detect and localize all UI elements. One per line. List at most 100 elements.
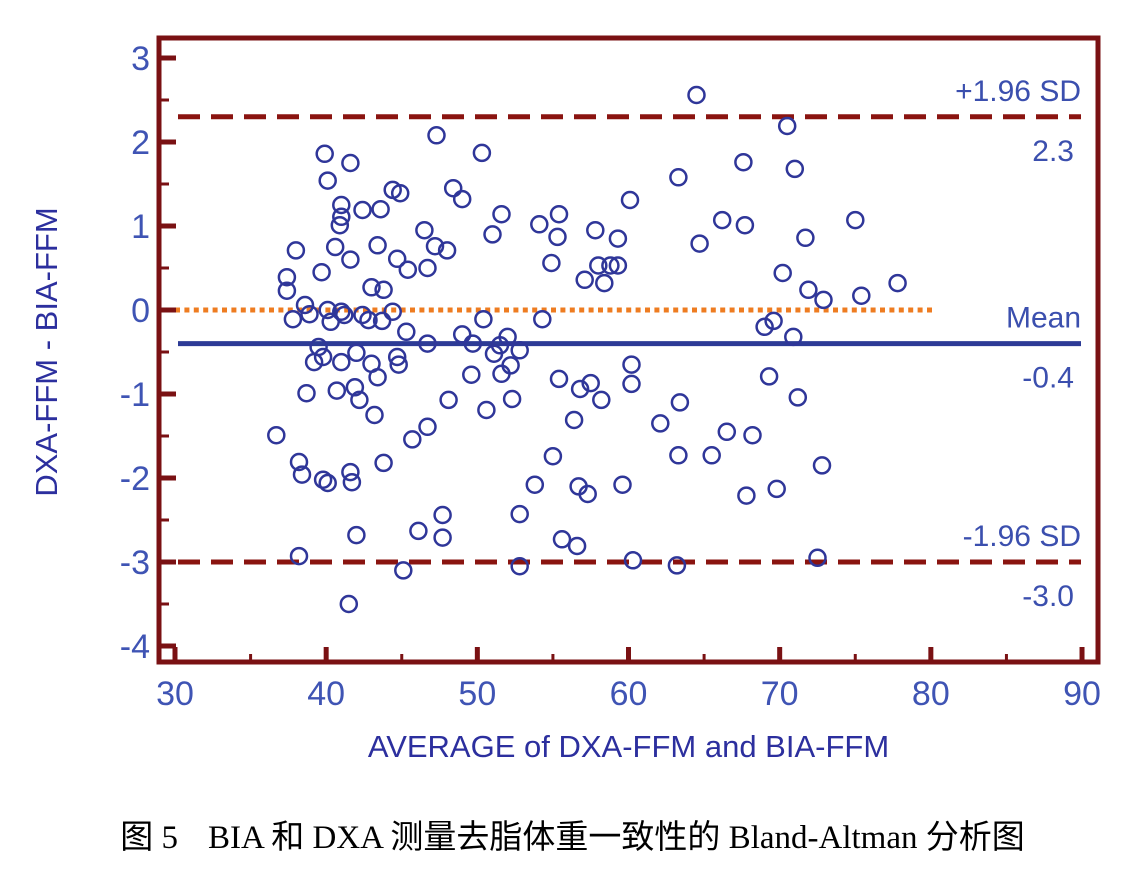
data-point bbox=[398, 260, 418, 279]
data-point bbox=[267, 425, 286, 445]
data-point bbox=[297, 383, 316, 403]
figure-label: 图 5 bbox=[120, 820, 178, 856]
x-tick-label: 30 bbox=[156, 675, 194, 713]
data-point bbox=[484, 344, 504, 363]
data-point bbox=[283, 309, 303, 329]
data-point bbox=[415, 220, 434, 240]
data-point bbox=[312, 262, 331, 282]
data-point bbox=[623, 551, 643, 570]
data-point bbox=[743, 425, 762, 445]
data-point bbox=[389, 355, 408, 374]
data-point bbox=[483, 225, 502, 244]
data-point bbox=[477, 400, 496, 420]
data-point bbox=[502, 389, 522, 409]
data-point bbox=[368, 367, 387, 387]
data-point bbox=[313, 347, 333, 367]
data-point bbox=[332, 195, 351, 215]
upper-loa-label: +1.96 SD bbox=[955, 75, 1081, 108]
data-point bbox=[608, 229, 628, 248]
data-point bbox=[427, 126, 446, 145]
data-point bbox=[735, 215, 755, 235]
upper-loa-value-label: 2.3 bbox=[1032, 135, 1074, 168]
data-point bbox=[712, 210, 732, 230]
data-point bbox=[613, 475, 632, 494]
data-point bbox=[799, 280, 818, 300]
data-point bbox=[433, 528, 452, 547]
y-tick-label: -4 bbox=[120, 628, 150, 666]
data-point bbox=[286, 241, 306, 260]
data-point bbox=[669, 446, 688, 465]
data-point bbox=[570, 379, 590, 399]
data-point bbox=[510, 504, 529, 524]
data-point bbox=[295, 295, 315, 315]
data-point bbox=[277, 267, 297, 287]
data-point bbox=[359, 310, 378, 330]
y-tick-label: -1 bbox=[120, 376, 150, 414]
data-point bbox=[548, 227, 567, 247]
data-point bbox=[622, 374, 641, 394]
plot-frame bbox=[156, 35, 1101, 665]
mean-line-value-label: -0.4 bbox=[1022, 362, 1074, 395]
data-point bbox=[353, 200, 372, 220]
data-point bbox=[394, 561, 413, 580]
data-point bbox=[292, 465, 312, 484]
figure-caption: 图 5 BIA 和 DXA 测量去脂体重一致性的 Bland-Altman 分析图 bbox=[0, 810, 1145, 858]
data-point bbox=[350, 390, 369, 410]
data-point bbox=[437, 241, 457, 260]
y-tick-label: 3 bbox=[131, 40, 150, 78]
data-point bbox=[808, 548, 827, 568]
data-point bbox=[575, 270, 594, 290]
data-point bbox=[777, 116, 797, 136]
data-point bbox=[764, 311, 783, 331]
data-point bbox=[289, 546, 309, 566]
data-point bbox=[409, 521, 428, 541]
data-point bbox=[452, 189, 472, 209]
data-point bbox=[601, 256, 620, 275]
data-point bbox=[321, 312, 340, 332]
data-point bbox=[403, 430, 422, 449]
data-point bbox=[620, 190, 640, 210]
data-point bbox=[325, 237, 345, 257]
data-point bbox=[690, 234, 709, 253]
data-point bbox=[578, 484, 597, 504]
data-point bbox=[443, 178, 463, 198]
data-point bbox=[525, 475, 545, 494]
data-point bbox=[767, 479, 786, 499]
data-point bbox=[472, 143, 492, 163]
data-point bbox=[365, 405, 384, 425]
data-point bbox=[318, 171, 337, 190]
data-point bbox=[788, 388, 808, 407]
data-point bbox=[332, 207, 351, 227]
data-point bbox=[347, 343, 366, 363]
data-point bbox=[463, 334, 483, 353]
data-point bbox=[567, 536, 587, 556]
data-point bbox=[332, 352, 351, 372]
data-point bbox=[313, 470, 333, 489]
data-point bbox=[300, 304, 319, 324]
data-point bbox=[439, 390, 458, 410]
x-tick-label: 90 bbox=[1063, 675, 1101, 713]
data-point bbox=[734, 152, 753, 172]
y-axis-title: DXA-FFM - BIA-FFM bbox=[29, 207, 64, 496]
data-point bbox=[277, 281, 297, 300]
data-point bbox=[533, 309, 552, 329]
data-point bbox=[702, 446, 721, 465]
y-tick-label: -3 bbox=[120, 544, 150, 582]
data-point bbox=[474, 309, 493, 329]
data-point bbox=[353, 305, 372, 325]
data-point bbox=[592, 390, 611, 410]
data-point bbox=[669, 168, 688, 187]
data-point bbox=[543, 446, 563, 466]
x-tick-label: 80 bbox=[912, 675, 950, 713]
y-tick-label: 1 bbox=[131, 208, 150, 246]
data-point bbox=[341, 250, 360, 269]
data-point bbox=[339, 594, 359, 614]
data-point bbox=[651, 414, 670, 433]
data-point bbox=[387, 249, 407, 269]
data-point bbox=[510, 341, 529, 360]
data-point bbox=[383, 302, 402, 321]
data-point bbox=[330, 215, 350, 235]
data-point bbox=[341, 153, 360, 173]
data-point bbox=[608, 256, 628, 275]
